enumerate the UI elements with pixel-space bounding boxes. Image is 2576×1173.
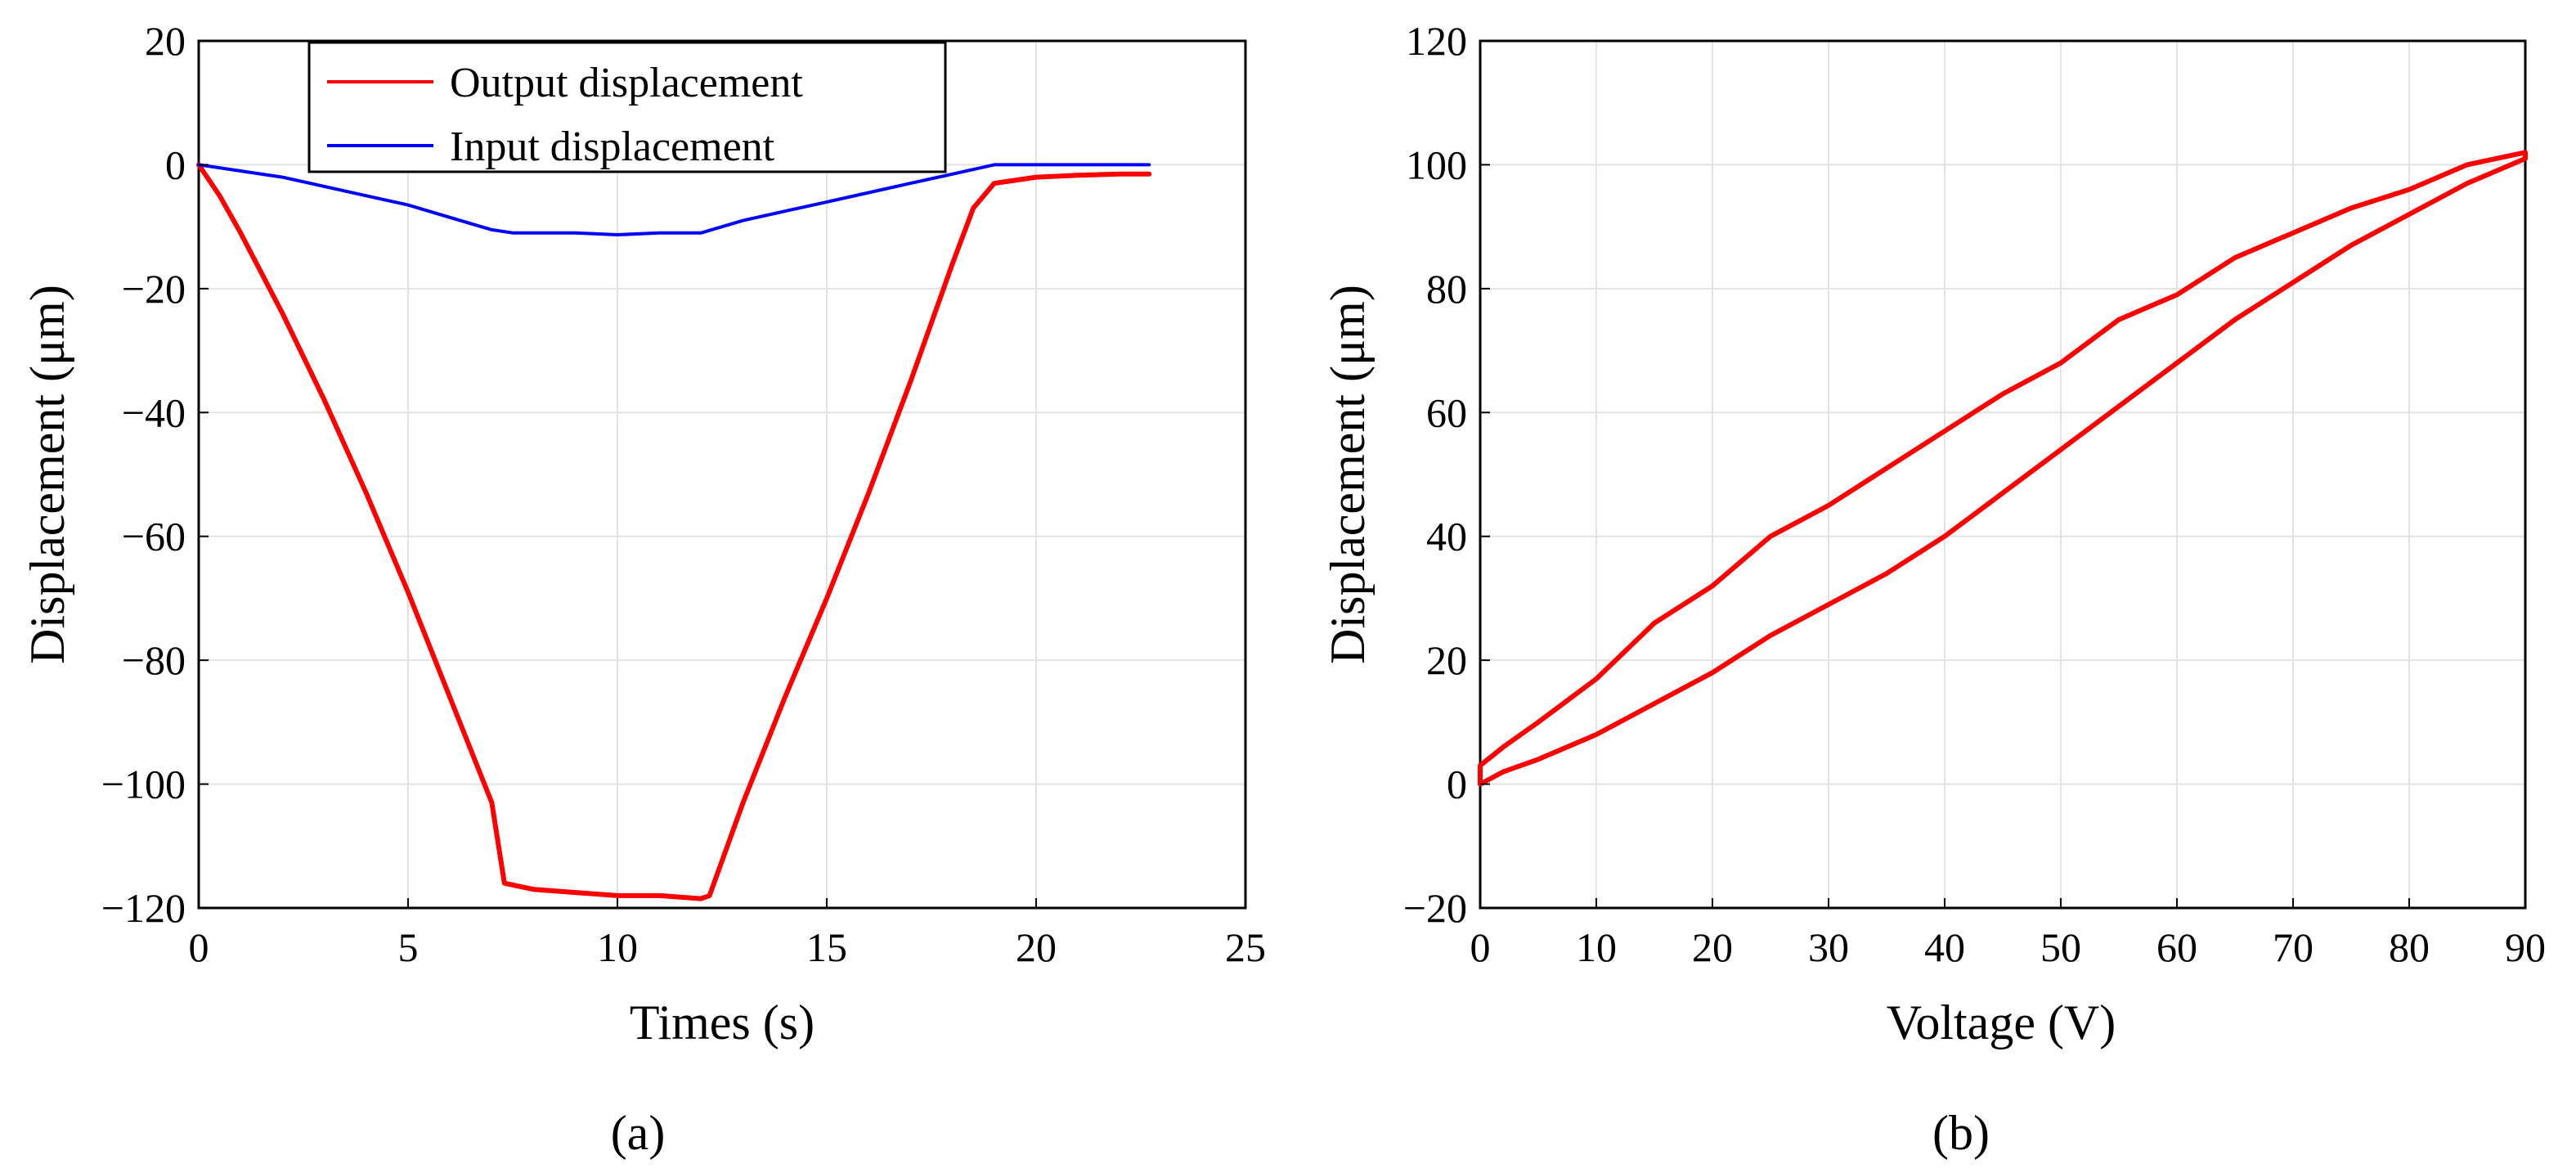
panel-a-series — [196, 162, 1152, 901]
panel-b-xtick-label: 10 — [1576, 924, 1617, 970]
panel-a-xtick-label: 0 — [189, 924, 209, 970]
panel-a-ytick-label: −60 — [122, 514, 186, 560]
panel-b-xtick-label: 0 — [1470, 924, 1491, 970]
panel-a-ticks: 0 5 10 15 20 25 20 0 −20 −40 −60 −80 −100 −120 — [101, 18, 1266, 970]
panel-b-ylabel: Displacement (μm) — [1321, 285, 1375, 664]
panel-a-xtick-label: 25 — [1225, 924, 1266, 970]
panel-b-line-series-0 — [1478, 150, 2528, 787]
panel-b-grid — [1479, 40, 2526, 909]
panel-a-xtick-label: 15 — [806, 924, 847, 970]
panel-a-xlabel: Times (s) — [630, 995, 815, 1049]
panel-b-xtick-label: 90 — [2505, 924, 2546, 970]
panel-a-ytick-label: −100 — [101, 762, 186, 807]
panel-b-xtick-label: 20 — [1692, 924, 1733, 970]
panel-b-xtick-label: 70 — [2273, 924, 2313, 970]
legend-label-input: Input displacement — [450, 124, 775, 170]
panel-a-xtick-label: 10 — [597, 924, 638, 970]
panel-b-series — [1478, 150, 2528, 787]
panel-a-xtick-label: 20 — [1016, 924, 1057, 970]
panel-b-ytick-label: 0 — [1447, 762, 1467, 807]
panel-b-xtick-label: 40 — [1924, 924, 1965, 970]
legend-label-output: Output displacement — [450, 60, 803, 106]
panel-b-xtick-label: 50 — [2040, 924, 2081, 970]
panel-b-ytick-label: 120 — [1406, 18, 1467, 64]
legend-box — [307, 41, 947, 173]
panel-b-xtick-label: 30 — [1808, 924, 1849, 970]
panel-a-ytick-label: −120 — [101, 885, 186, 931]
panel-b-label: (b) — [1932, 1106, 1990, 1160]
panel-a-label: (a) — [611, 1106, 666, 1160]
panel-a-plot-frame — [197, 39, 1247, 910]
panel-a-ytick-label: −80 — [122, 637, 186, 683]
panel-b-ytick-label: 80 — [1426, 266, 1467, 312]
panel-a-ylabel: Displacement (μm) — [20, 285, 74, 664]
panel-b-ytick-label: 100 — [1406, 142, 1467, 187]
panel-b-ytick-label: 60 — [1426, 389, 1467, 435]
panel-b-xtick-label: 60 — [2156, 924, 2197, 970]
panel-a-xtick-label: 5 — [398, 924, 419, 970]
panel-b-xtick-label: 80 — [2389, 924, 2430, 970]
chart-panel-a: 0 5 10 15 20 25 20 0 −20 −40 −60 −80 −100 −120 Times … — [20, 18, 1266, 1160]
panel-a-ytick-label: 0 — [165, 142, 186, 187]
panel-a-ytick-label: 20 — [145, 18, 186, 64]
panel-a-ytick-label: −40 — [122, 389, 186, 435]
panel-b-xlabel: Voltage (V) — [1887, 995, 2116, 1049]
panel-a-line-output-displacement — [196, 162, 1152, 901]
panel-b-ytick-label: −20 — [1403, 885, 1467, 931]
panel-a-ytick-label: −20 — [122, 266, 186, 312]
panel-b-ytick-label: 20 — [1426, 637, 1467, 683]
panel-b-plot-frame — [1479, 39, 2527, 910]
panel-b-ytick-label: 40 — [1426, 514, 1467, 560]
panel-a-line-input-displacement — [197, 163, 1151, 236]
panel-a-legend: Output displacement Input displacement — [307, 41, 947, 173]
